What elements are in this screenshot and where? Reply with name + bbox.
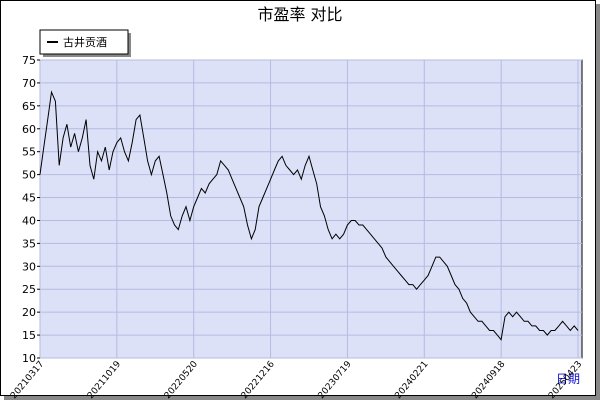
y-tick-label: 35 [22, 237, 36, 250]
grid [39, 59, 582, 359]
y-tick-label: 30 [22, 260, 36, 273]
plot [39, 90, 579, 341]
y-tick-label: 10 [22, 352, 36, 365]
frame-shadow [4, 396, 600, 400]
legend-label: 古井贡酒 [63, 35, 107, 49]
y-tick-label: 60 [22, 123, 36, 136]
y-tick-label: 20 [22, 306, 36, 319]
line [39, 90, 579, 341]
chart-title: 市盈率 对比 [257, 5, 342, 24]
plot-area [39, 59, 583, 359]
y-tick-label: 50 [22, 169, 36, 182]
y-tick-label: 40 [22, 214, 36, 227]
y-tick-label: 15 [22, 329, 36, 342]
y-tick-label: 45 [22, 192, 36, 205]
y-tick-label: 65 [22, 100, 36, 113]
y-tick-label: 55 [22, 146, 36, 159]
y-tick-label: 75 [22, 54, 36, 67]
frame-shadow [596, 4, 600, 400]
y-tick-label: 25 [22, 283, 36, 296]
x-axis-label: 日期 [556, 372, 580, 386]
y-tick-label: 70 [22, 77, 36, 90]
